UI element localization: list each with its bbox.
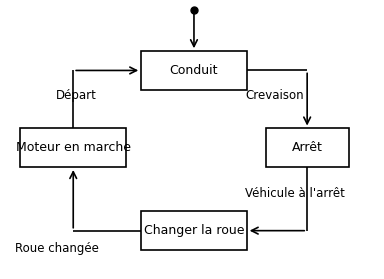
Text: Départ: Départ [56, 89, 97, 102]
Text: Roue changée: Roue changée [15, 242, 99, 255]
Text: Véhicule à l'arrêt: Véhicule à l'arrêt [245, 187, 345, 200]
FancyBboxPatch shape [20, 128, 126, 167]
Text: Moteur en marche: Moteur en marche [16, 141, 131, 154]
Text: Arrêt: Arrêt [292, 141, 323, 154]
Text: Changer la roue: Changer la roue [144, 224, 244, 237]
FancyBboxPatch shape [266, 128, 349, 167]
Text: Crevaison: Crevaison [245, 89, 303, 102]
FancyBboxPatch shape [141, 51, 247, 90]
Text: Conduit: Conduit [170, 64, 218, 77]
FancyBboxPatch shape [141, 211, 247, 250]
